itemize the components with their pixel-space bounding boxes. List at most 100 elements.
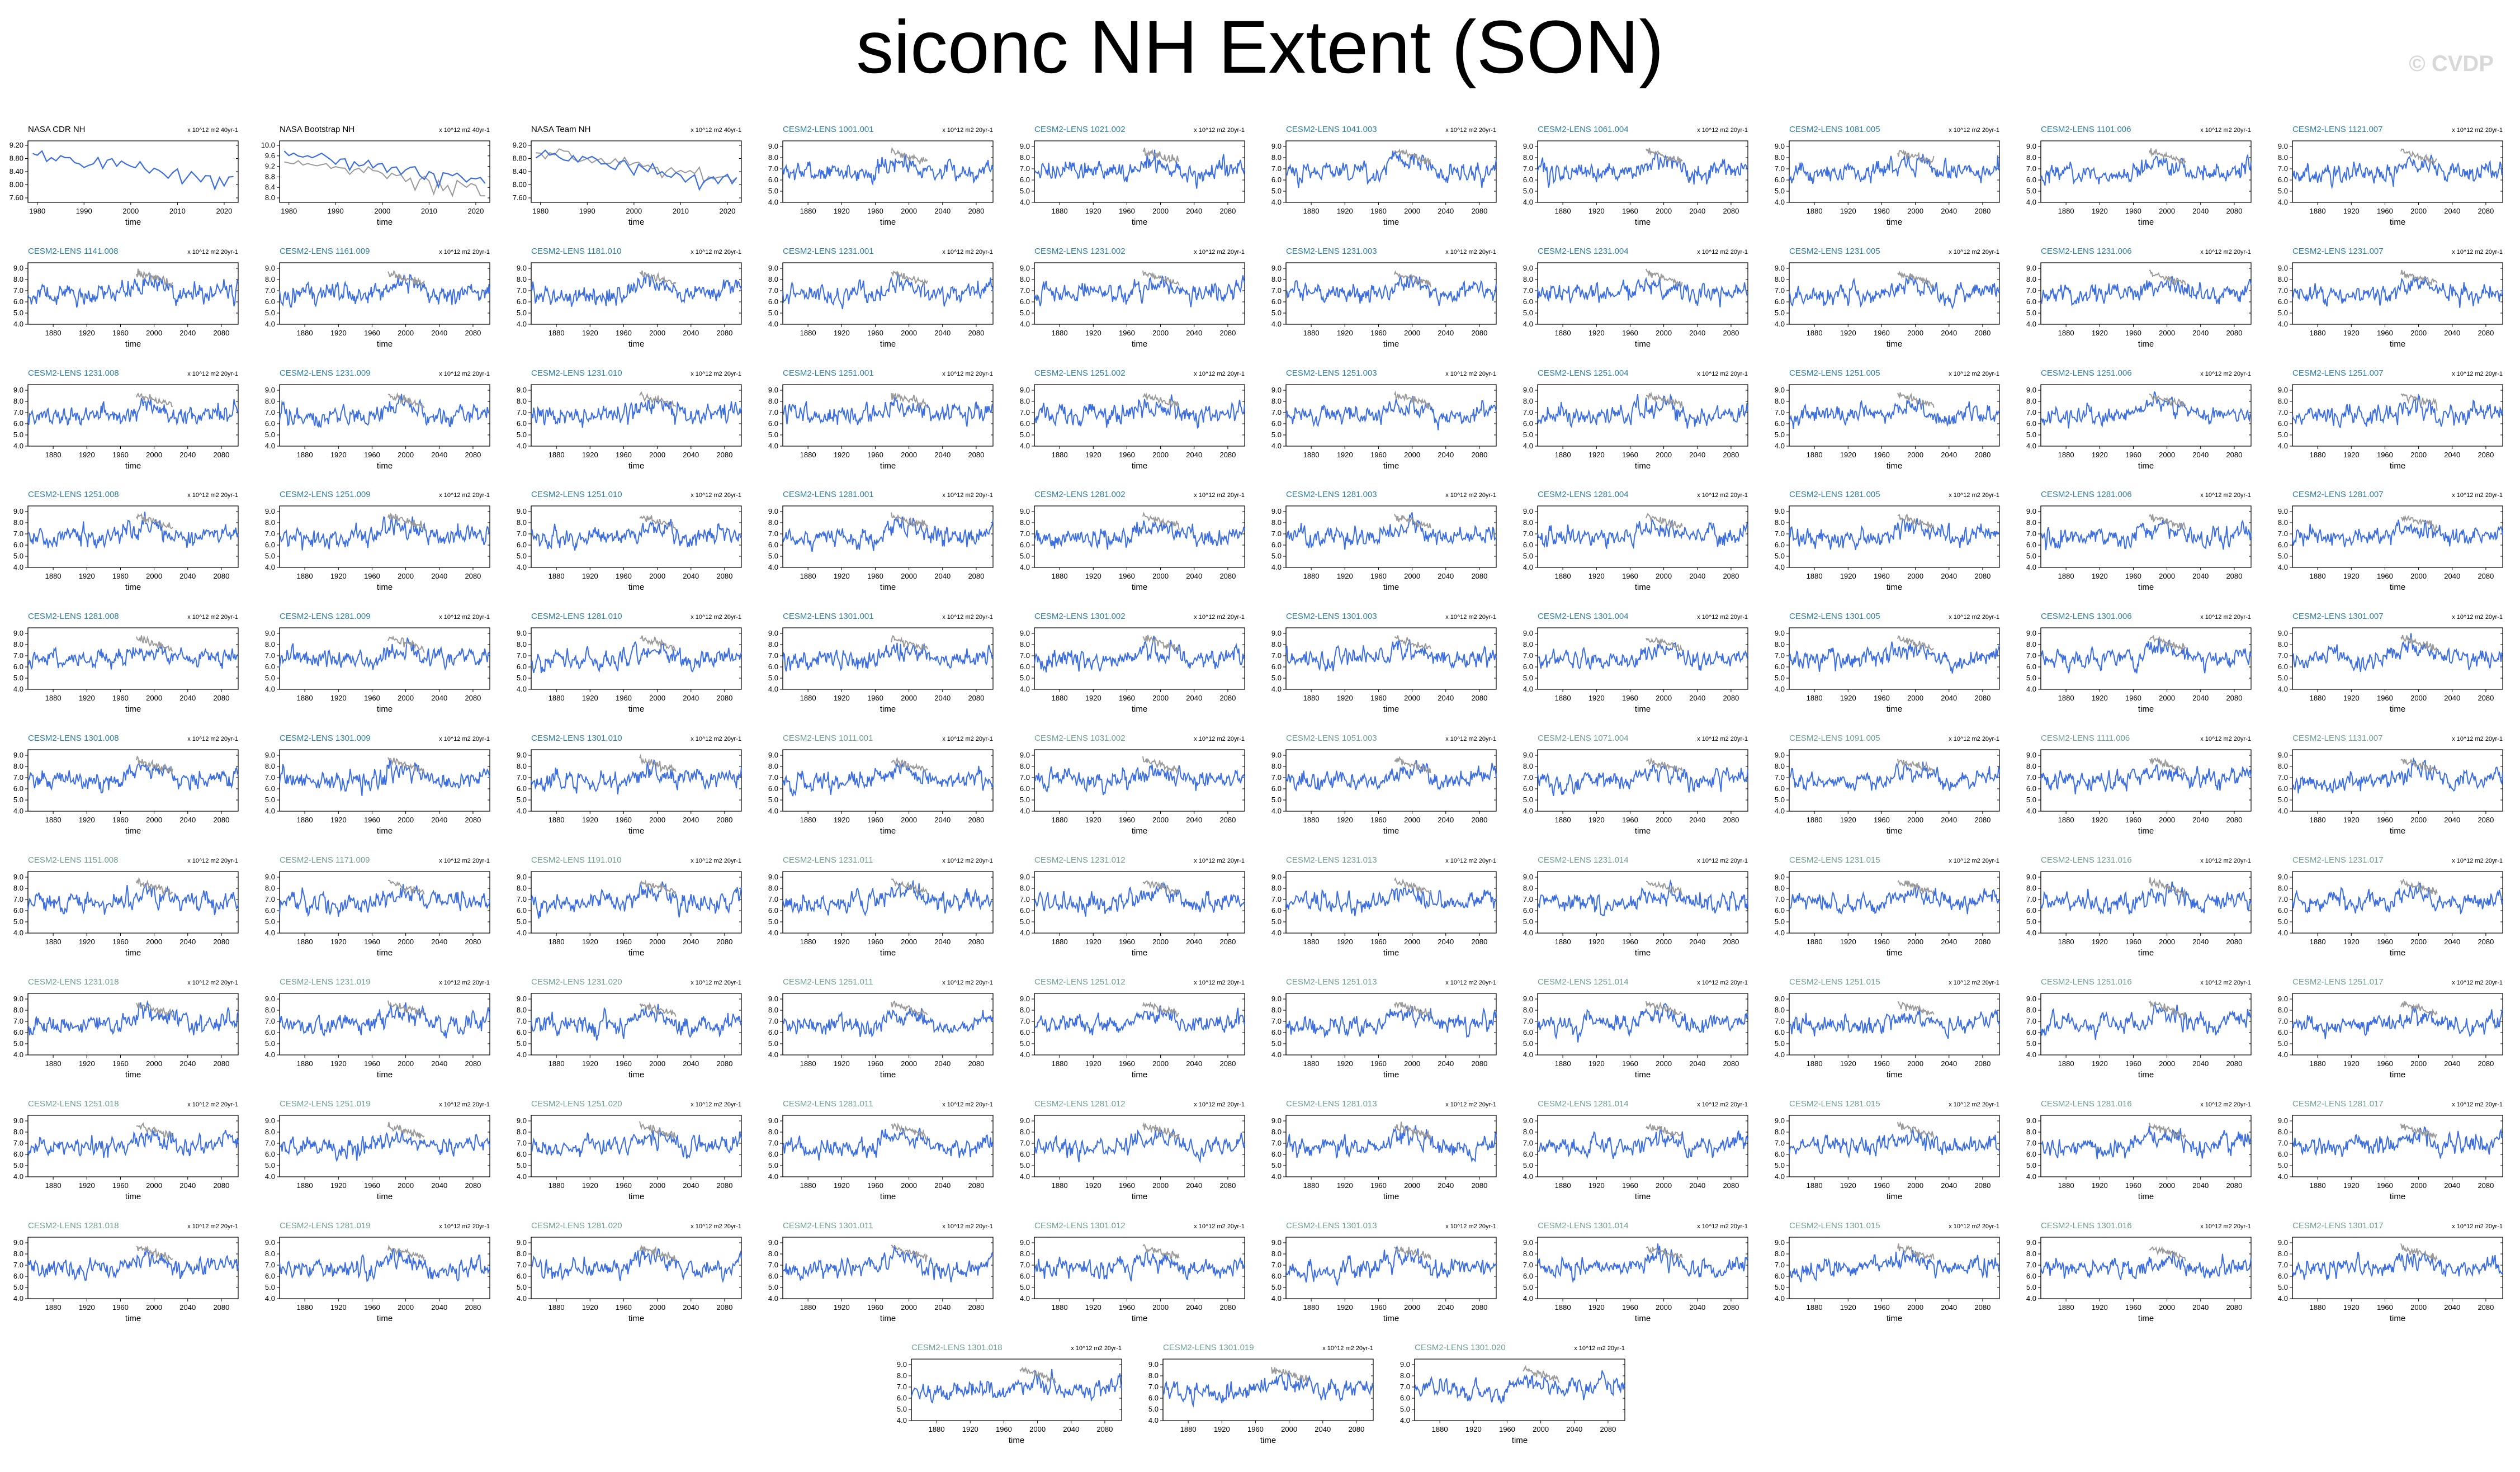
x-axis-label: time <box>880 583 896 592</box>
x-tick-label: 2000 <box>901 572 917 580</box>
x-tick-label: 1880 <box>1555 1303 1571 1312</box>
panel-title: CESM2-LENS 1301.009 <box>280 733 371 743</box>
obs-overlay-line <box>639 635 677 652</box>
y-tick-label: 8.0 <box>768 1128 778 1136</box>
plot-frame <box>2040 262 2252 325</box>
y-tick-label: 4.0 <box>1775 320 1785 328</box>
x-tick-label: 1960 <box>364 451 380 459</box>
model-series-line <box>1414 1370 1625 1404</box>
y-tick-label: 6.0 <box>2026 784 2036 793</box>
obs-overlay-line <box>1394 755 1431 773</box>
x-axis-label: time <box>628 1070 644 1080</box>
x-tick-label: 1960 <box>616 329 632 337</box>
x-tick-label: 1920 <box>834 694 850 702</box>
panel-units: x 10^12 m2 20yr-1 <box>1194 979 1245 986</box>
x-tick-label: 1880 <box>1555 451 1571 459</box>
panel-units: x 10^12 m2 20yr-1 <box>942 492 993 499</box>
y-tick-label: 6.0 <box>897 1394 907 1402</box>
y-tick-label: 5.0 <box>13 552 23 560</box>
y-tick-label: 5.0 <box>265 917 275 926</box>
y-tick-label: 4.0 <box>2026 929 2036 937</box>
x-tick-label: 1880 <box>1555 1181 1571 1190</box>
x-axis-label: time <box>2390 704 2405 714</box>
x-tick-label: 2080 <box>1723 329 1739 337</box>
y-tick-label: 8.0 <box>13 397 23 405</box>
panel-title: CESM2-LENS 1281.015 <box>1789 1099 1880 1109</box>
y-tick-label: 5.0 <box>517 552 527 560</box>
plot-frame <box>279 140 490 203</box>
obs-overlay-line <box>891 1122 928 1140</box>
panel-units: x 10^12 m2 20yr-1 <box>942 1223 993 1230</box>
y-tick-label: 5.0 <box>2026 917 2036 926</box>
y-tick-label: 6.0 <box>1020 541 1030 549</box>
y-tick-label: 8.0 <box>13 1249 23 1258</box>
y-tick-label: 9.0 <box>1523 264 1533 272</box>
panel-units: x 10^12 m2 20yr-1 <box>187 371 238 377</box>
y-tick-label: 5.0 <box>1271 796 1282 804</box>
x-tick-label: 1960 <box>867 1303 883 1312</box>
panel-units: x 10^12 m2 20yr-1 <box>1697 858 1748 864</box>
x-tick-label: 2040 <box>683 816 699 824</box>
y-tick-label: 4.0 <box>2026 563 2036 571</box>
y-tick-label: 7.0 <box>1775 1017 1785 1025</box>
y-tick-label: 9.0 <box>1775 629 1785 637</box>
y-tick-label: 6.0 <box>1020 662 1030 671</box>
model-series-line <box>27 644 239 670</box>
panel-title: CESM2-LENS 1251.011 <box>783 977 873 987</box>
x-tick-label: 2080 <box>465 816 481 824</box>
x-tick-label: 1880 <box>1052 938 1068 946</box>
x-tick-label: 1880 <box>297 1181 313 1190</box>
y-tick-label: 6.0 <box>768 1272 778 1280</box>
x-tick-label: 2000 <box>398 1181 414 1190</box>
obs-overlay-line <box>891 270 928 287</box>
model-panel: CESM2-LENS 1131.007 x 10^12 m2 20yr-14.05… <box>2278 733 2503 836</box>
model-series-line <box>1789 761 2000 792</box>
y-tick-label: 7.0 <box>1271 286 1282 295</box>
y-tick-label: 9.0 <box>1271 873 1282 881</box>
model-series-line <box>1789 397 2000 429</box>
x-axis-label: time <box>2390 948 2405 958</box>
x-tick-label: 1920 <box>1588 329 1605 337</box>
y-tick-label: 7.0 <box>1148 1383 1159 1391</box>
y-tick-label: 4.0 <box>1271 1050 1282 1059</box>
obs-overlay-line <box>639 270 677 285</box>
y-tick-label: 7.0 <box>2026 1139 2036 1147</box>
panel-title: CESM2-LENS 1041.003 <box>1286 125 1377 134</box>
x-tick-label: 2040 <box>1186 694 1202 702</box>
panel-title: CESM2-LENS 1301.011 <box>783 1221 873 1230</box>
plot-frame <box>782 1115 994 1177</box>
panel-units: x 10^12 m2 20yr-1 <box>439 979 490 986</box>
y-tick-label: 9.0 <box>1020 1238 1030 1247</box>
obs-overlay-line <box>2400 758 2438 773</box>
y-tick-label: 4.0 <box>517 563 527 571</box>
x-tick-label: 1960 <box>616 938 632 946</box>
y-tick-label: 6.0 <box>1020 1272 1030 1280</box>
model-series-line <box>2040 764 2252 794</box>
y-tick-label: 5.0 <box>1775 552 1785 560</box>
x-tick-label: 1920 <box>1085 207 1101 215</box>
x-tick-label: 1960 <box>1370 207 1387 215</box>
y-tick-label: 5.0 <box>517 309 527 317</box>
y-tick-label: 9.0 <box>768 873 778 881</box>
x-tick-label: 2040 <box>2444 329 2460 337</box>
x-tick-label: 2040 <box>934 329 951 337</box>
y-tick-label: 8.0 <box>1523 275 1533 283</box>
y-tick-label: 6.0 <box>13 297 23 306</box>
x-axis-label: time <box>628 1314 644 1323</box>
model-panel: CESM2-LENS 1301.016 x 10^12 m2 20yr-14.05… <box>2026 1221 2252 1323</box>
model-panel: CESM2-LENS 1301.018 x 10^12 m2 20yr-14.05… <box>897 1343 1122 1445</box>
y-tick-label: 4.0 <box>1775 1294 1785 1303</box>
x-tick-label: 1920 <box>1840 572 1856 580</box>
x-tick-label: 1960 <box>1874 572 1890 580</box>
x-tick-label: 1960 <box>2377 816 2393 824</box>
panel-units: x 10^12 m2 20yr-1 <box>1697 614 1748 621</box>
obs-overlay-line <box>2149 393 2186 408</box>
y-tick-label: 6.0 <box>517 1150 527 1158</box>
y-tick-label: 8.0 <box>1271 275 1282 283</box>
x-tick-label: 1990 <box>76 207 92 215</box>
x-tick-label: 1920 <box>1840 451 1856 459</box>
x-tick-label: 2080 <box>1974 1059 1991 1068</box>
y-tick-label: 8.0 <box>265 640 275 649</box>
x-tick-label: 1880 <box>297 694 313 702</box>
model-panel: CESM2-LENS 1301.004 x 10^12 m2 20yr-14.05… <box>1523 612 1748 714</box>
